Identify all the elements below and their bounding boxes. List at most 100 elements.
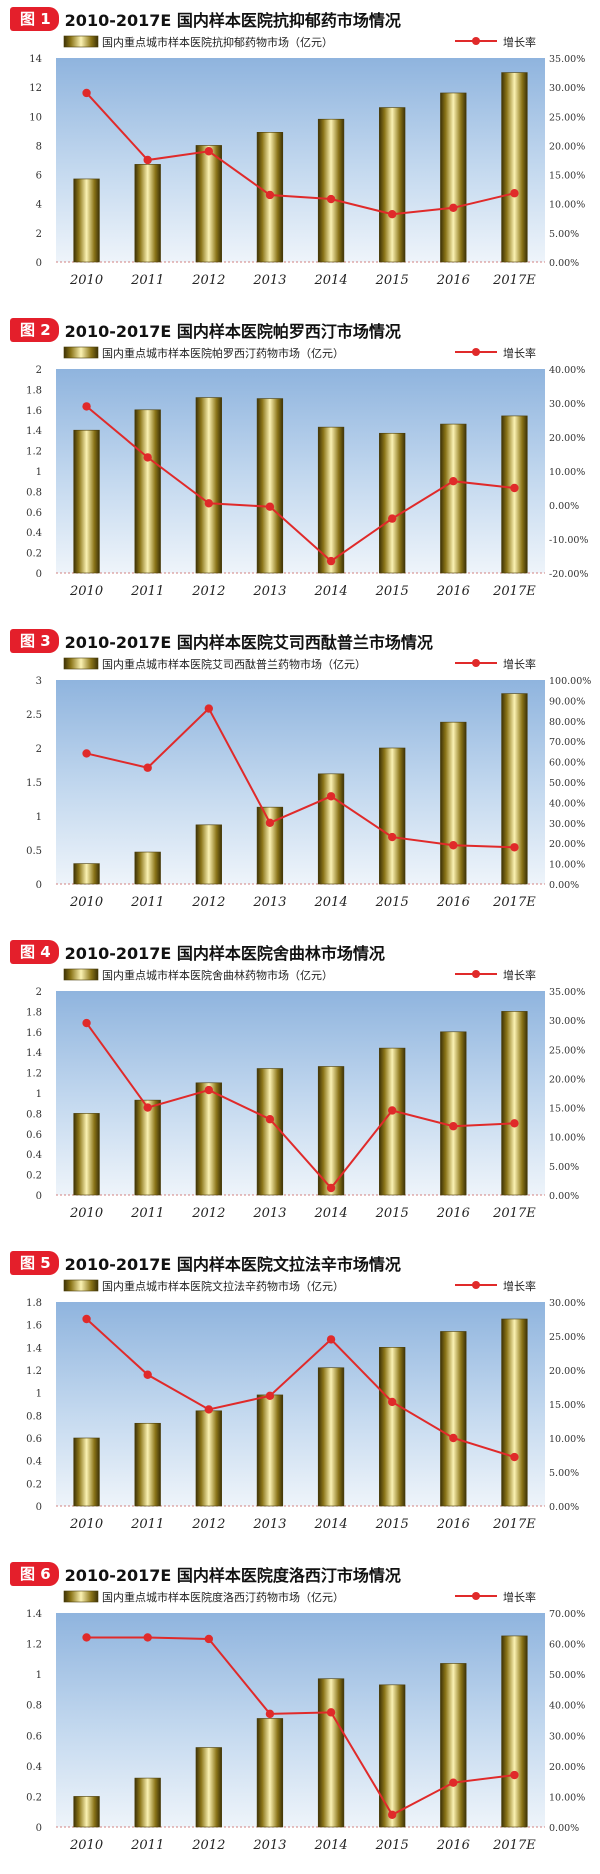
bar [73,1437,100,1507]
chart-svg: 00.511.522.530.00%10.00%20.00%30.00%40.0… [26,657,591,910]
bar [440,1663,467,1828]
legend-bar-label: 国内重点城市样本医院舍曲林药物市场（亿元） [102,968,333,982]
bar [501,693,528,885]
y2-tick-label: 10.00% [549,1434,585,1445]
growth-point [82,749,91,758]
legend-bar-label: 国内重点城市样本医院度洛西汀药物市场（亿元） [102,1590,344,1604]
bar [134,1777,161,1828]
bar [379,107,406,263]
growth-line [85,1318,515,1458]
x-tick-label: 2016 [436,1206,470,1221]
y2-tick-label: 50.00% [549,1670,585,1681]
growth-point [143,1370,152,1379]
x-tick-label: 2010 [69,273,103,288]
y-tick-label: 12 [29,83,42,94]
growth-line [86,706,515,849]
y-tick-label: 0.8 [26,1701,42,1712]
chart-header: 图 3 2010-2017E 国内样本医院艾司西酞普兰市场情况 [10,628,433,654]
y-tick-label: 0.2 [26,1479,42,1490]
chart-title: 2010-2017E 国内样本医院度洛西汀市场情况 [64,1566,401,1585]
x-tick-label: 2011 [130,1838,164,1853]
y2-tick-label: -10.00% [549,535,588,546]
y-tick-label: 0 [36,1823,42,1834]
growth-point [510,1452,519,1462]
bar [440,423,467,574]
x-tick-label: 2012 [191,895,225,910]
y2-tick-label: 10.00% [549,1133,585,1144]
chart-svg: 0 2 4 6 8 10 12 14 0.00% 5.00% 10.00% 15.00% 20.00% 2… [29,35,585,288]
chart-header: 图 2 2010-2017E 国内样本医院帕罗西汀市场情况 [10,317,401,343]
y-tick-label: 1.6 [26,1028,42,1039]
x-tick-label: 2014 [314,1517,348,1532]
x-tick-label: 2013 [252,1517,286,1532]
x-tick-label: 2014 [314,584,348,599]
growth-point [265,190,275,200]
y2-tick-label: 10.00% [549,467,585,478]
y-tick-label: 0 [36,1502,42,1513]
growth-point [449,477,458,486]
bar [501,1318,528,1507]
x-tick-label: 2015 [375,584,409,599]
x-tick-label: 2015 [375,1838,409,1853]
y-tick-label: 1.4 [26,1048,42,1059]
y2-tick-label: 30.00% [549,1731,585,1742]
legend-line-marker [472,970,480,978]
y-tick-label: 0 [36,258,42,269]
chart-header: 图 4 2010-2017E 国内样本医院舍曲林市场情况 [10,939,385,965]
growth-point [265,1709,275,1719]
legend-line-marker [472,1281,480,1289]
x-tick-label: 2016 [436,895,470,910]
plot-area [56,991,545,1195]
growth-point [510,843,519,852]
growth-point [204,147,214,156]
growth-point [510,483,519,493]
bar [317,426,345,574]
legend-bar-label: 国内重点城市样本医院帕罗西汀药物市场（亿元） [102,346,344,360]
x-tick-label: 2014 [314,1838,348,1853]
growth-point [326,1708,336,1717]
growth-point [265,1391,275,1401]
x-tick-label: 2011 [130,584,164,599]
y-tick-label: 0.4 [26,528,42,539]
bar [317,773,345,885]
chart-block-3: 图 3 2010-2017E 国内样本医院艾司西酞普兰市场情况 0 0.5 1 1.5… [0,628,600,928]
legend-bar-swatch [63,346,99,359]
y-tick-label: 1 [36,1089,42,1100]
y2-tick-label: 70.00% [549,737,585,748]
bar [73,429,100,574]
y2-tick-label: 25.00% [549,1045,585,1056]
growth-point [510,1119,519,1128]
growth-point [449,203,458,212]
growth-point [82,1633,91,1642]
bar [379,1347,406,1507]
y-tick-label: 1.6 [26,406,42,417]
y2-tick-label: 40.00% [549,798,585,809]
bar [256,1394,284,1507]
x-tick-label: 2016 [436,1838,470,1853]
bar [73,178,100,263]
growth-point [387,1810,397,1819]
x-tick-label: 2017E [492,1206,536,1221]
y-tick-label: 1.2 [26,1640,42,1651]
x-tick-label: 2014 [314,895,348,910]
legend-bar-label: 国内重点城市样本医院抗抑郁药物市场（亿元） [102,35,333,49]
y-tick-label: 0 [36,1191,42,1202]
legend: 国内重点城市样本医院度洛西汀药物市场（亿元） 增长率 [63,1590,536,1604]
figure-label: 图 5 [10,1251,59,1275]
x-tick-label: 2016 [436,584,470,599]
y2-tick-label: 20.00% [549,433,585,444]
growth-point [143,763,152,772]
y-tick-label: 0.5 [26,846,42,857]
x-tick-label: 2012 [191,273,225,288]
x-tick-label: 2014 [314,1206,348,1221]
y-tick-label: 1.4 [26,1343,42,1354]
growth-point [326,556,336,566]
y-tick-label: 1.8 [26,385,42,396]
growth-point [449,841,458,850]
x-tick-label: 2017E [492,1838,536,1853]
plot-area [56,1613,545,1827]
x-tick-label: 2011 [130,895,164,910]
growth-point [82,1018,91,1028]
legend-line-marker [472,659,480,667]
x-tick-label: 2015 [375,1206,409,1221]
